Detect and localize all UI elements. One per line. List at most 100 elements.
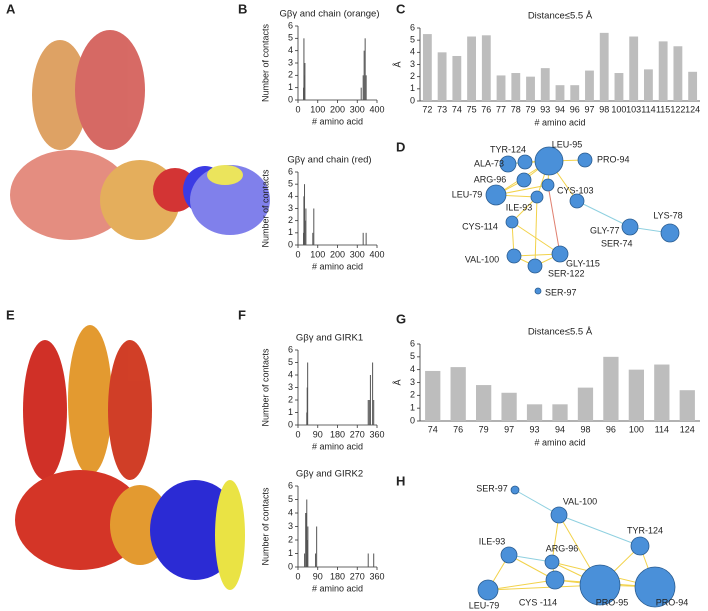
y-tick-label: 2: [410, 71, 415, 81]
y-tick-label: 3: [410, 377, 415, 387]
network-node: [530, 190, 544, 204]
node-label: LYS-78: [653, 210, 682, 220]
bar: [552, 404, 568, 421]
y-tick-label: 4: [288, 191, 293, 201]
x-tick-label: 76: [481, 104, 491, 114]
x-tick-label: 96: [570, 104, 580, 114]
y-tick-label: 3: [288, 203, 293, 213]
bar: [658, 41, 668, 101]
x-tick-label: 103: [626, 104, 641, 114]
y-tick-label: 5: [288, 33, 293, 43]
x-tick-label: 76: [453, 424, 463, 434]
network-node: [534, 287, 542, 295]
bar: [367, 553, 369, 567]
x-tick-label: 115: [656, 104, 670, 114]
network-node: [577, 152, 593, 168]
bar: [367, 400, 369, 425]
x-tick-label: 0: [295, 104, 300, 114]
x-tick-label: 360: [369, 429, 384, 439]
bar: [362, 75, 364, 100]
y-axis-label: Number of contacts: [260, 23, 270, 102]
node-label: TYR-124: [627, 525, 663, 535]
x-tick-label: 97: [504, 424, 514, 434]
panel-label: B: [238, 1, 247, 16]
bar: [303, 38, 305, 100]
network-node: [660, 223, 680, 243]
y-axis-label: Å: [392, 379, 402, 385]
structure-e: [15, 325, 245, 590]
network-node: [517, 154, 533, 170]
x-tick-label: 0: [295, 249, 300, 259]
network-edge: [514, 489, 560, 516]
y-tick-label: 6: [288, 344, 293, 354]
bar: [365, 232, 367, 245]
x-tick-label: 93: [540, 104, 550, 114]
x-tick-label: 400: [369, 249, 384, 259]
y-tick-label: 1: [410, 403, 415, 413]
network-edge: [547, 184, 561, 255]
network-node: [569, 193, 585, 209]
bar: [303, 196, 305, 245]
bar: [373, 400, 375, 425]
x-tick-label: 122: [670, 104, 685, 114]
bar: [688, 71, 698, 101]
bar: [501, 392, 517, 421]
bar: [373, 553, 375, 567]
bar: [425, 370, 441, 421]
bar: [305, 208, 307, 245]
node-label: LEU-95: [552, 139, 583, 149]
x-tick-label: 200: [330, 104, 345, 114]
x-tick-label: 94: [555, 424, 565, 434]
node-label: VAL-100: [465, 254, 499, 264]
network-node: [630, 536, 650, 556]
y-tick-label: 3: [410, 59, 415, 69]
y-tick-label: 0: [288, 94, 293, 104]
y-tick-label: 5: [288, 494, 293, 504]
x-axis-label: # amino acid: [534, 117, 585, 127]
bar: [679, 390, 695, 421]
network-node: [500, 546, 518, 564]
bar: [316, 526, 318, 567]
node-label: TYR-124: [490, 144, 526, 154]
y-tick-label: 4: [410, 47, 415, 57]
y-tick-label: 1: [410, 83, 415, 93]
x-tick-label: 100: [629, 424, 644, 434]
bar: [496, 75, 506, 101]
chart-title: Gβγ and GIRK1: [296, 333, 363, 344]
chart-title: Gβγ and chain (orange): [280, 9, 380, 20]
panel-label: F: [238, 307, 246, 322]
x-tick-label: 75: [467, 104, 477, 114]
chart-title: Gβγ and GIRK2: [296, 469, 363, 480]
bar: [481, 35, 491, 101]
x-tick-label: 270: [350, 571, 365, 581]
y-tick-label: 4: [410, 364, 415, 374]
y-tick-label: 6: [288, 166, 293, 176]
node-label: ILE-93: [506, 202, 533, 212]
x-tick-label: 93: [530, 424, 540, 434]
y-tick-label: 3: [288, 382, 293, 392]
bar: [313, 208, 315, 245]
bar: [476, 385, 492, 421]
x-tick-label: 300: [350, 104, 365, 114]
bar: [526, 404, 543, 421]
y-tick-label: 1: [288, 82, 293, 92]
y-tick-label: 2: [288, 215, 293, 225]
x-tick-label: 124: [680, 424, 695, 434]
network-node: [505, 215, 519, 229]
y-axis-label: Å: [392, 61, 402, 67]
x-tick-label: 0: [295, 429, 300, 439]
bar: [673, 46, 683, 101]
network-edge: [487, 579, 556, 591]
x-tick-label: 360: [369, 571, 384, 581]
panel-label: G: [396, 311, 406, 326]
chart-title: Distance≤5.5 Å: [528, 11, 593, 22]
y-tick-label: 4: [288, 369, 293, 379]
x-tick-label: 79: [479, 424, 489, 434]
node-label: SER-74: [601, 238, 633, 248]
x-tick-label: 94: [555, 104, 565, 114]
bar: [570, 85, 580, 101]
y-tick-label: 6: [288, 480, 293, 490]
bar: [315, 553, 317, 567]
x-tick-label: 90: [313, 429, 323, 439]
y-tick-label: 4: [288, 507, 293, 517]
